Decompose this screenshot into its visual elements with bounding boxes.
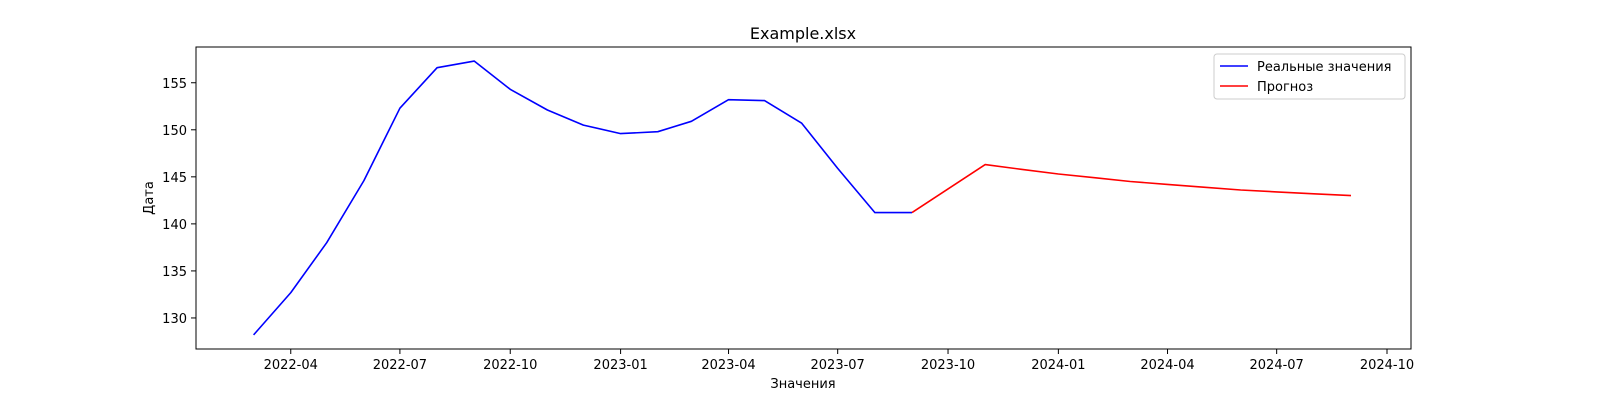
series-layer	[252, 60, 1352, 336]
series-line-0	[252, 60, 912, 336]
y-tick-label: 145	[162, 171, 187, 186]
chart-title: Example.xlsx	[750, 24, 856, 43]
series-line-1	[911, 163, 1352, 214]
x-tick-label: 2023-10	[921, 358, 975, 373]
x-tick-label: 2023-01	[593, 358, 647, 373]
plot-area-frame	[195, 46, 1412, 350]
x-tick-label: 2024-01	[1031, 358, 1085, 373]
x-tick-label: 2022-07	[373, 358, 427, 373]
legend-label-1: Прогноз	[1257, 80, 1313, 95]
x-tick-label: 2023-04	[701, 358, 755, 373]
legend-label-0: Реальные значения	[1257, 60, 1392, 75]
y-tick-label: 140	[162, 218, 187, 233]
x-axis-label: Значения	[770, 377, 835, 392]
legend: Реальные значения Прогноз	[1213, 53, 1406, 100]
x-tick-label: 2022-04	[264, 358, 318, 373]
y-axis-label: Дата	[142, 181, 157, 215]
legend-box	[1213, 53, 1406, 100]
x-tick-label: 2024-04	[1140, 358, 1194, 373]
y-tick-label: 150	[162, 124, 187, 139]
y-axis-ticks: 130 135 140 145 150 155	[162, 77, 196, 327]
x-tick-label: 2024-10	[1360, 358, 1414, 373]
x-tick-label: 2024-07	[1250, 358, 1304, 373]
y-tick-label: 130	[162, 312, 187, 327]
x-axis-ticks: 2022-04 2022-07 2022-10 2023-01 2023-04 2023-…	[264, 349, 1414, 373]
x-tick-label: 2022-10	[483, 358, 537, 373]
x-tick-label: 2023-07	[811, 358, 865, 373]
y-tick-label: 155	[162, 77, 187, 92]
y-tick-label: 135	[162, 265, 187, 280]
